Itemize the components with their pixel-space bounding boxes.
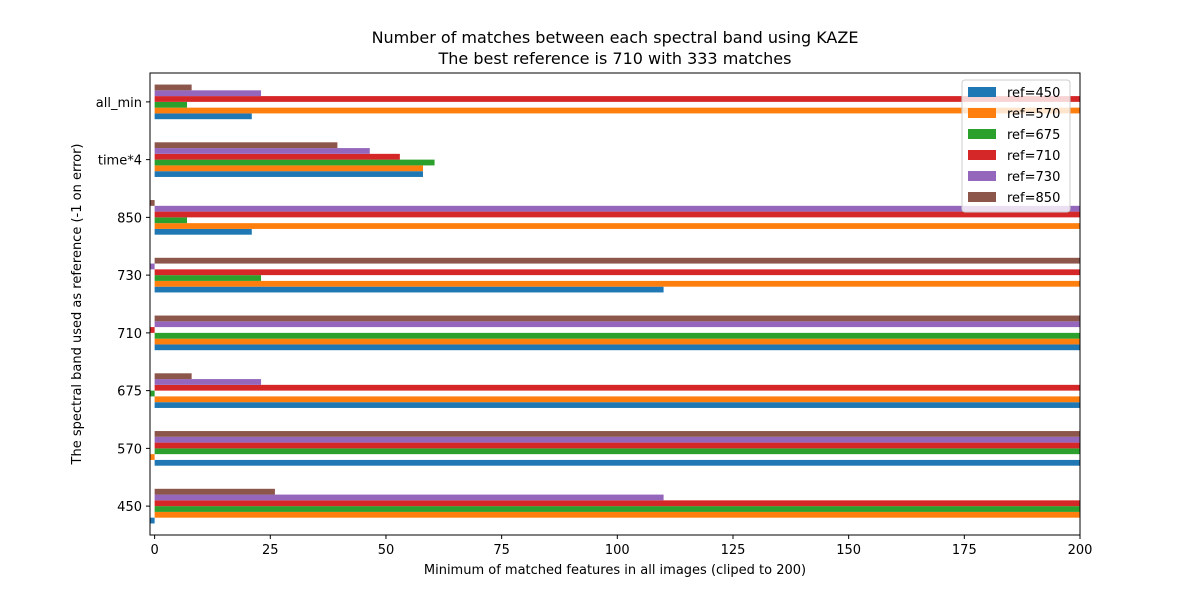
legend-label-ref=450: ref=450 xyxy=(1007,86,1060,101)
legend-swatch-ref=450 xyxy=(968,87,996,97)
bar-ref=570-730 xyxy=(154,280,1081,287)
bar-ref=675-675 xyxy=(150,390,155,397)
bar-ref=570-570 xyxy=(150,454,155,460)
ticks-layer: 0 25 50 75 100 125 150 175 200 450 570 675 710 730 850… xyxy=(96,96,1093,558)
bar-ref=450-450 xyxy=(150,517,155,524)
chart-title: Number of matches between each spectral … xyxy=(372,28,859,47)
legend-label-ref=730: ref=730 xyxy=(1007,170,1060,185)
bar-ref=450-all_min xyxy=(154,113,252,120)
y-tick-label: 850 xyxy=(117,211,142,226)
bar-ref=850-570 xyxy=(154,431,1081,437)
bar-ref=710-730 xyxy=(154,269,1081,276)
legend: ref=450 ref=570 ref=675 ref=710 ref=730 ref=8… xyxy=(961,79,1071,213)
bar-ref=730-all_min xyxy=(154,90,262,97)
x-tick-label: 200 xyxy=(1068,543,1093,558)
bar-ref=450-730 xyxy=(154,286,664,293)
bar-ref=850-all_min xyxy=(154,84,192,91)
bar-ref=730-850 xyxy=(154,205,1081,212)
y-axis-label: The spectral band used as reference (-1 … xyxy=(70,144,85,466)
bar-ref=570-450 xyxy=(154,511,1081,518)
y-tick-label: 730 xyxy=(117,269,142,284)
y-tick-label: 450 xyxy=(117,500,142,515)
bar-ref=710-850 xyxy=(154,211,1081,218)
bar-ref=570-time*4 xyxy=(154,165,423,172)
x-tick-label: 0 xyxy=(150,543,158,558)
bar-ref=850-710 xyxy=(154,315,1081,322)
bar-ref=675-450 xyxy=(154,506,1081,512)
bar-ref=570-710 xyxy=(154,338,1081,345)
bar-ref=710-all_min xyxy=(154,96,1081,102)
bar-ref=850-675 xyxy=(154,373,192,380)
legend-label-ref=850: ref=850 xyxy=(1007,191,1060,206)
bar-ref=675-time*4 xyxy=(154,159,435,166)
legend-label-ref=570: ref=570 xyxy=(1007,107,1060,122)
x-tick-label: 75 xyxy=(493,543,510,558)
x-tick-label: 25 xyxy=(262,543,279,558)
bar-ref=710-710 xyxy=(150,327,155,333)
bar-ref=710-450 xyxy=(154,500,1081,507)
x-tick-label: 150 xyxy=(836,543,861,558)
x-tick-label: 175 xyxy=(952,543,977,558)
y-tick-label: 570 xyxy=(117,442,142,457)
bar-ref=850-730 xyxy=(154,257,1081,264)
bar-ref=850-850 xyxy=(150,200,155,206)
legend-swatch-ref=570 xyxy=(968,108,996,118)
bar-ref=675-all_min xyxy=(154,101,188,108)
legend-label-ref=675: ref=675 xyxy=(1007,128,1060,143)
bar-ref=710-570 xyxy=(154,442,1081,449)
bar-ref=675-850 xyxy=(154,217,188,224)
x-tick-label: 125 xyxy=(721,543,746,558)
bar-ref=570-850 xyxy=(154,223,1081,229)
bar-ref=850-time*4 xyxy=(154,142,338,149)
legend-swatch-ref=730 xyxy=(968,171,996,181)
bar-ref=710-time*4 xyxy=(154,153,400,160)
bar-ref=450-850 xyxy=(154,228,252,235)
bar-ref=570-675 xyxy=(154,396,1081,403)
legend-swatch-ref=710 xyxy=(968,150,996,160)
bar-ref=450-710 xyxy=(154,344,1081,351)
bar-ref=675-730 xyxy=(154,275,262,281)
bars-layer xyxy=(150,84,1081,524)
bar-ref=450-675 xyxy=(154,402,1081,408)
bar-ref=450-570 xyxy=(154,459,1081,466)
bar-ref=730-570 xyxy=(154,436,1081,443)
bar-ref=850-450 xyxy=(154,488,275,495)
bar-ref=730-710 xyxy=(154,321,1081,328)
legend-swatch-ref=850 xyxy=(968,192,996,202)
x-tick-label: 50 xyxy=(378,543,395,558)
bar-ref=730-730 xyxy=(150,263,155,270)
legend-label-ref=710: ref=710 xyxy=(1007,149,1060,164)
bar-ref=730-675 xyxy=(154,379,262,385)
x-tick-label: 100 xyxy=(605,543,630,558)
bar-ref=450-time*4 xyxy=(154,171,423,177)
bar-ref=675-570 xyxy=(154,448,1081,455)
plot-frame xyxy=(149,72,1081,536)
bar-ref=710-675 xyxy=(154,384,1081,391)
x-axis-label: Minimum of matched features in all image… xyxy=(424,563,806,578)
chart-subtitle: The best reference is 710 with 333 match… xyxy=(438,49,792,68)
legend-swatch-ref=675 xyxy=(968,129,996,139)
bar-ref=730-time*4 xyxy=(154,148,370,154)
y-tick-label: all_min xyxy=(96,96,142,111)
bar-ref=675-710 xyxy=(154,332,1081,339)
y-tick-label: 710 xyxy=(117,327,142,342)
y-tick-label: 675 xyxy=(117,385,142,400)
y-tick-label: time*4 xyxy=(98,154,142,169)
bar-ref=730-450 xyxy=(154,494,664,501)
bar-ref=570-all_min xyxy=(154,107,1081,114)
